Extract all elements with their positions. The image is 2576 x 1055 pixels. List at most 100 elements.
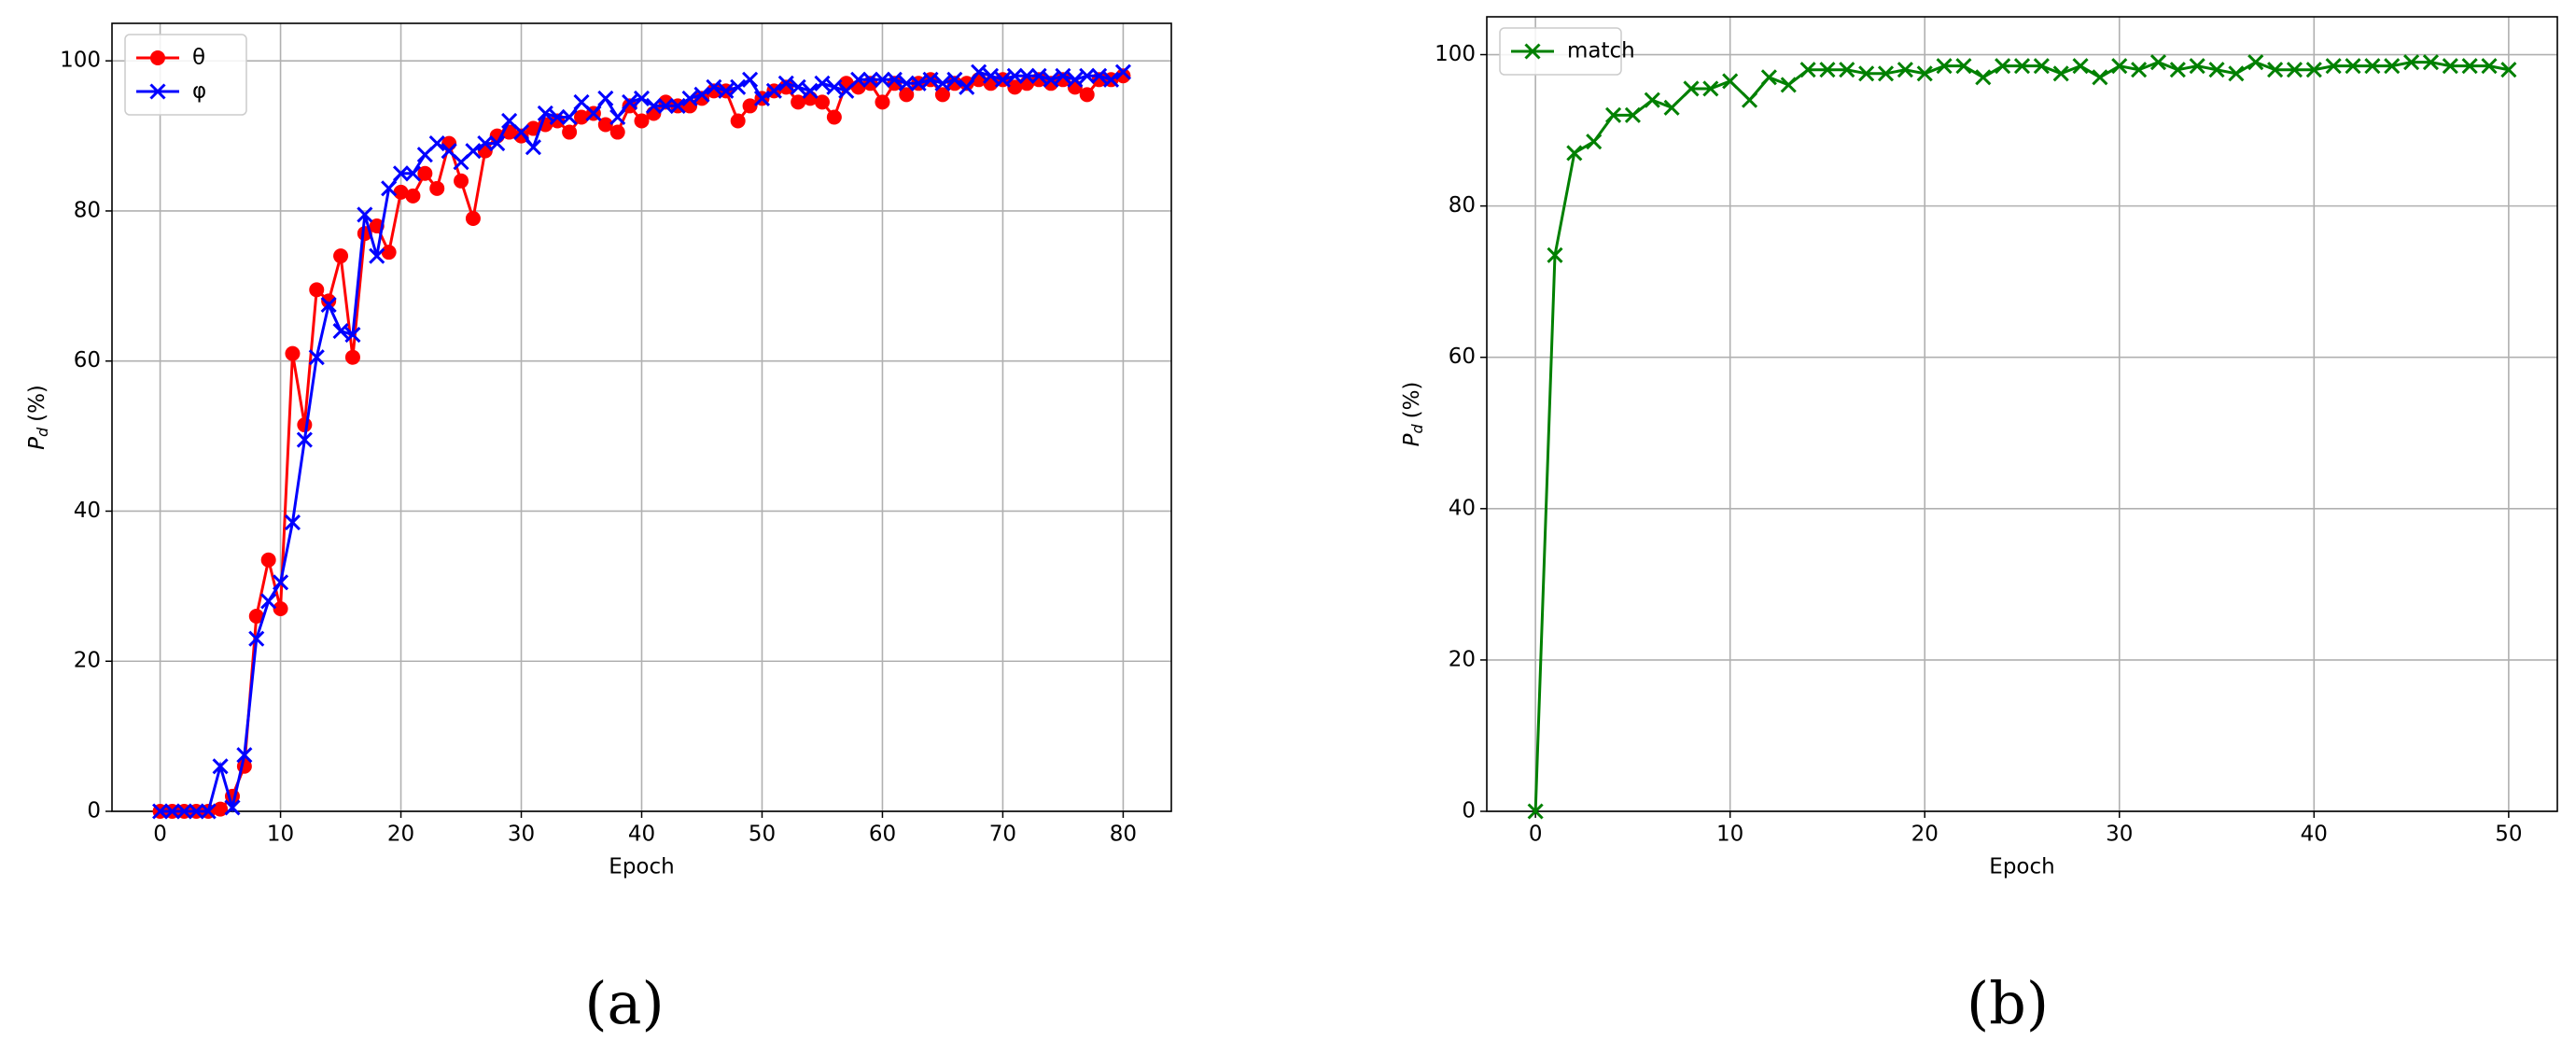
- marker: [428, 135, 445, 152]
- marker: [332, 323, 349, 340]
- caption: (b): [1967, 969, 2049, 1037]
- x-tick-label: 20: [1911, 823, 1939, 847]
- y-label-subscript: d: [34, 427, 51, 437]
- marker: [2228, 65, 2245, 82]
- x-axis-label: Epoch: [1989, 855, 2054, 879]
- marker: [2092, 69, 2108, 86]
- marker: [2208, 62, 2225, 78]
- marker: [2033, 58, 2050, 75]
- marker: [1091, 67, 1108, 84]
- marker: [681, 90, 698, 106]
- marker: [790, 78, 806, 95]
- y-tick-label: 20: [1449, 647, 1476, 671]
- marker: [597, 117, 613, 133]
- marker: [273, 574, 289, 591]
- marker: [959, 78, 975, 95]
- marker: [2189, 58, 2205, 75]
- x-tick-label: 10: [1716, 823, 1743, 847]
- marker: [2267, 62, 2284, 78]
- marker: [1006, 67, 1023, 84]
- marker: [1975, 69, 1992, 86]
- y-axis-label: Pd (%): [1400, 382, 1426, 447]
- marker: [333, 248, 349, 264]
- marker: [489, 135, 506, 152]
- marker: [1524, 43, 1541, 60]
- marker: [753, 90, 771, 106]
- legend-box: [1499, 27, 1622, 76]
- marker: [260, 593, 277, 610]
- marker: [2481, 58, 2498, 75]
- marker: [645, 97, 662, 114]
- marker: [585, 105, 602, 122]
- x-tick-label: 30: [2106, 823, 2133, 847]
- marker: [946, 71, 963, 88]
- marker: [730, 113, 746, 129]
- marker: [1114, 63, 1131, 80]
- marker: [393, 184, 409, 200]
- y-tick-label: 60: [1449, 345, 1476, 369]
- marker: [622, 93, 638, 110]
- marker: [2384, 58, 2401, 75]
- legend-label: match: [1567, 39, 1635, 63]
- marker: [2149, 54, 2167, 71]
- marker: [1527, 803, 1544, 820]
- marker: [260, 552, 276, 568]
- marker: [1115, 68, 1131, 84]
- marker: [826, 109, 842, 125]
- marker: [2052, 65, 2069, 82]
- marker: [609, 108, 626, 126]
- marker: [886, 71, 903, 88]
- marker: [344, 327, 361, 344]
- marker: [959, 76, 974, 91]
- marker: [273, 600, 288, 616]
- legend: θφ: [124, 34, 247, 116]
- marker: [922, 71, 939, 88]
- marker: [1877, 65, 1895, 82]
- marker: [1007, 79, 1023, 95]
- x-tick-label: 80: [1110, 823, 1137, 847]
- marker: [357, 206, 373, 223]
- marker: [1079, 87, 1095, 103]
- marker: [875, 94, 890, 110]
- marker: [512, 123, 530, 141]
- y-tick-label: 80: [74, 198, 101, 222]
- marker: [1936, 58, 1953, 75]
- x-tick-label: 70: [989, 823, 1016, 847]
- legend-label: φ: [192, 79, 206, 104]
- marker: [297, 417, 313, 433]
- marker: [609, 124, 625, 140]
- legend-box: [124, 34, 247, 116]
- marker: [2247, 54, 2264, 71]
- x-tick-label: 30: [508, 823, 535, 847]
- marker: [982, 67, 1000, 84]
- marker: [850, 71, 867, 88]
- marker: [2403, 54, 2420, 71]
- marker: [1566, 145, 1583, 162]
- marker: [2286, 62, 2303, 78]
- marker: [1547, 246, 1563, 263]
- marker: [392, 165, 410, 182]
- marker: [236, 747, 253, 764]
- marker: [163, 803, 181, 820]
- marker: [934, 87, 950, 103]
- y-tick-label: 60: [74, 348, 101, 373]
- marker: [513, 128, 529, 144]
- x-tick-label: 40: [628, 823, 655, 847]
- marker: [188, 803, 204, 820]
- y-label-unit: (%): [1400, 382, 1424, 419]
- marker: [248, 609, 264, 625]
- marker: [212, 758, 229, 775]
- x-tick-label: 20: [387, 823, 414, 847]
- marker: [1586, 134, 1603, 150]
- marker: [213, 801, 229, 817]
- marker: [321, 293, 337, 309]
- marker: [1858, 65, 1875, 82]
- caption: (a): [584, 969, 664, 1037]
- marker: [150, 50, 165, 65]
- y-tick-label: 0: [87, 799, 101, 823]
- marker: [693, 86, 710, 103]
- marker: [525, 139, 541, 156]
- marker: [2072, 58, 2089, 75]
